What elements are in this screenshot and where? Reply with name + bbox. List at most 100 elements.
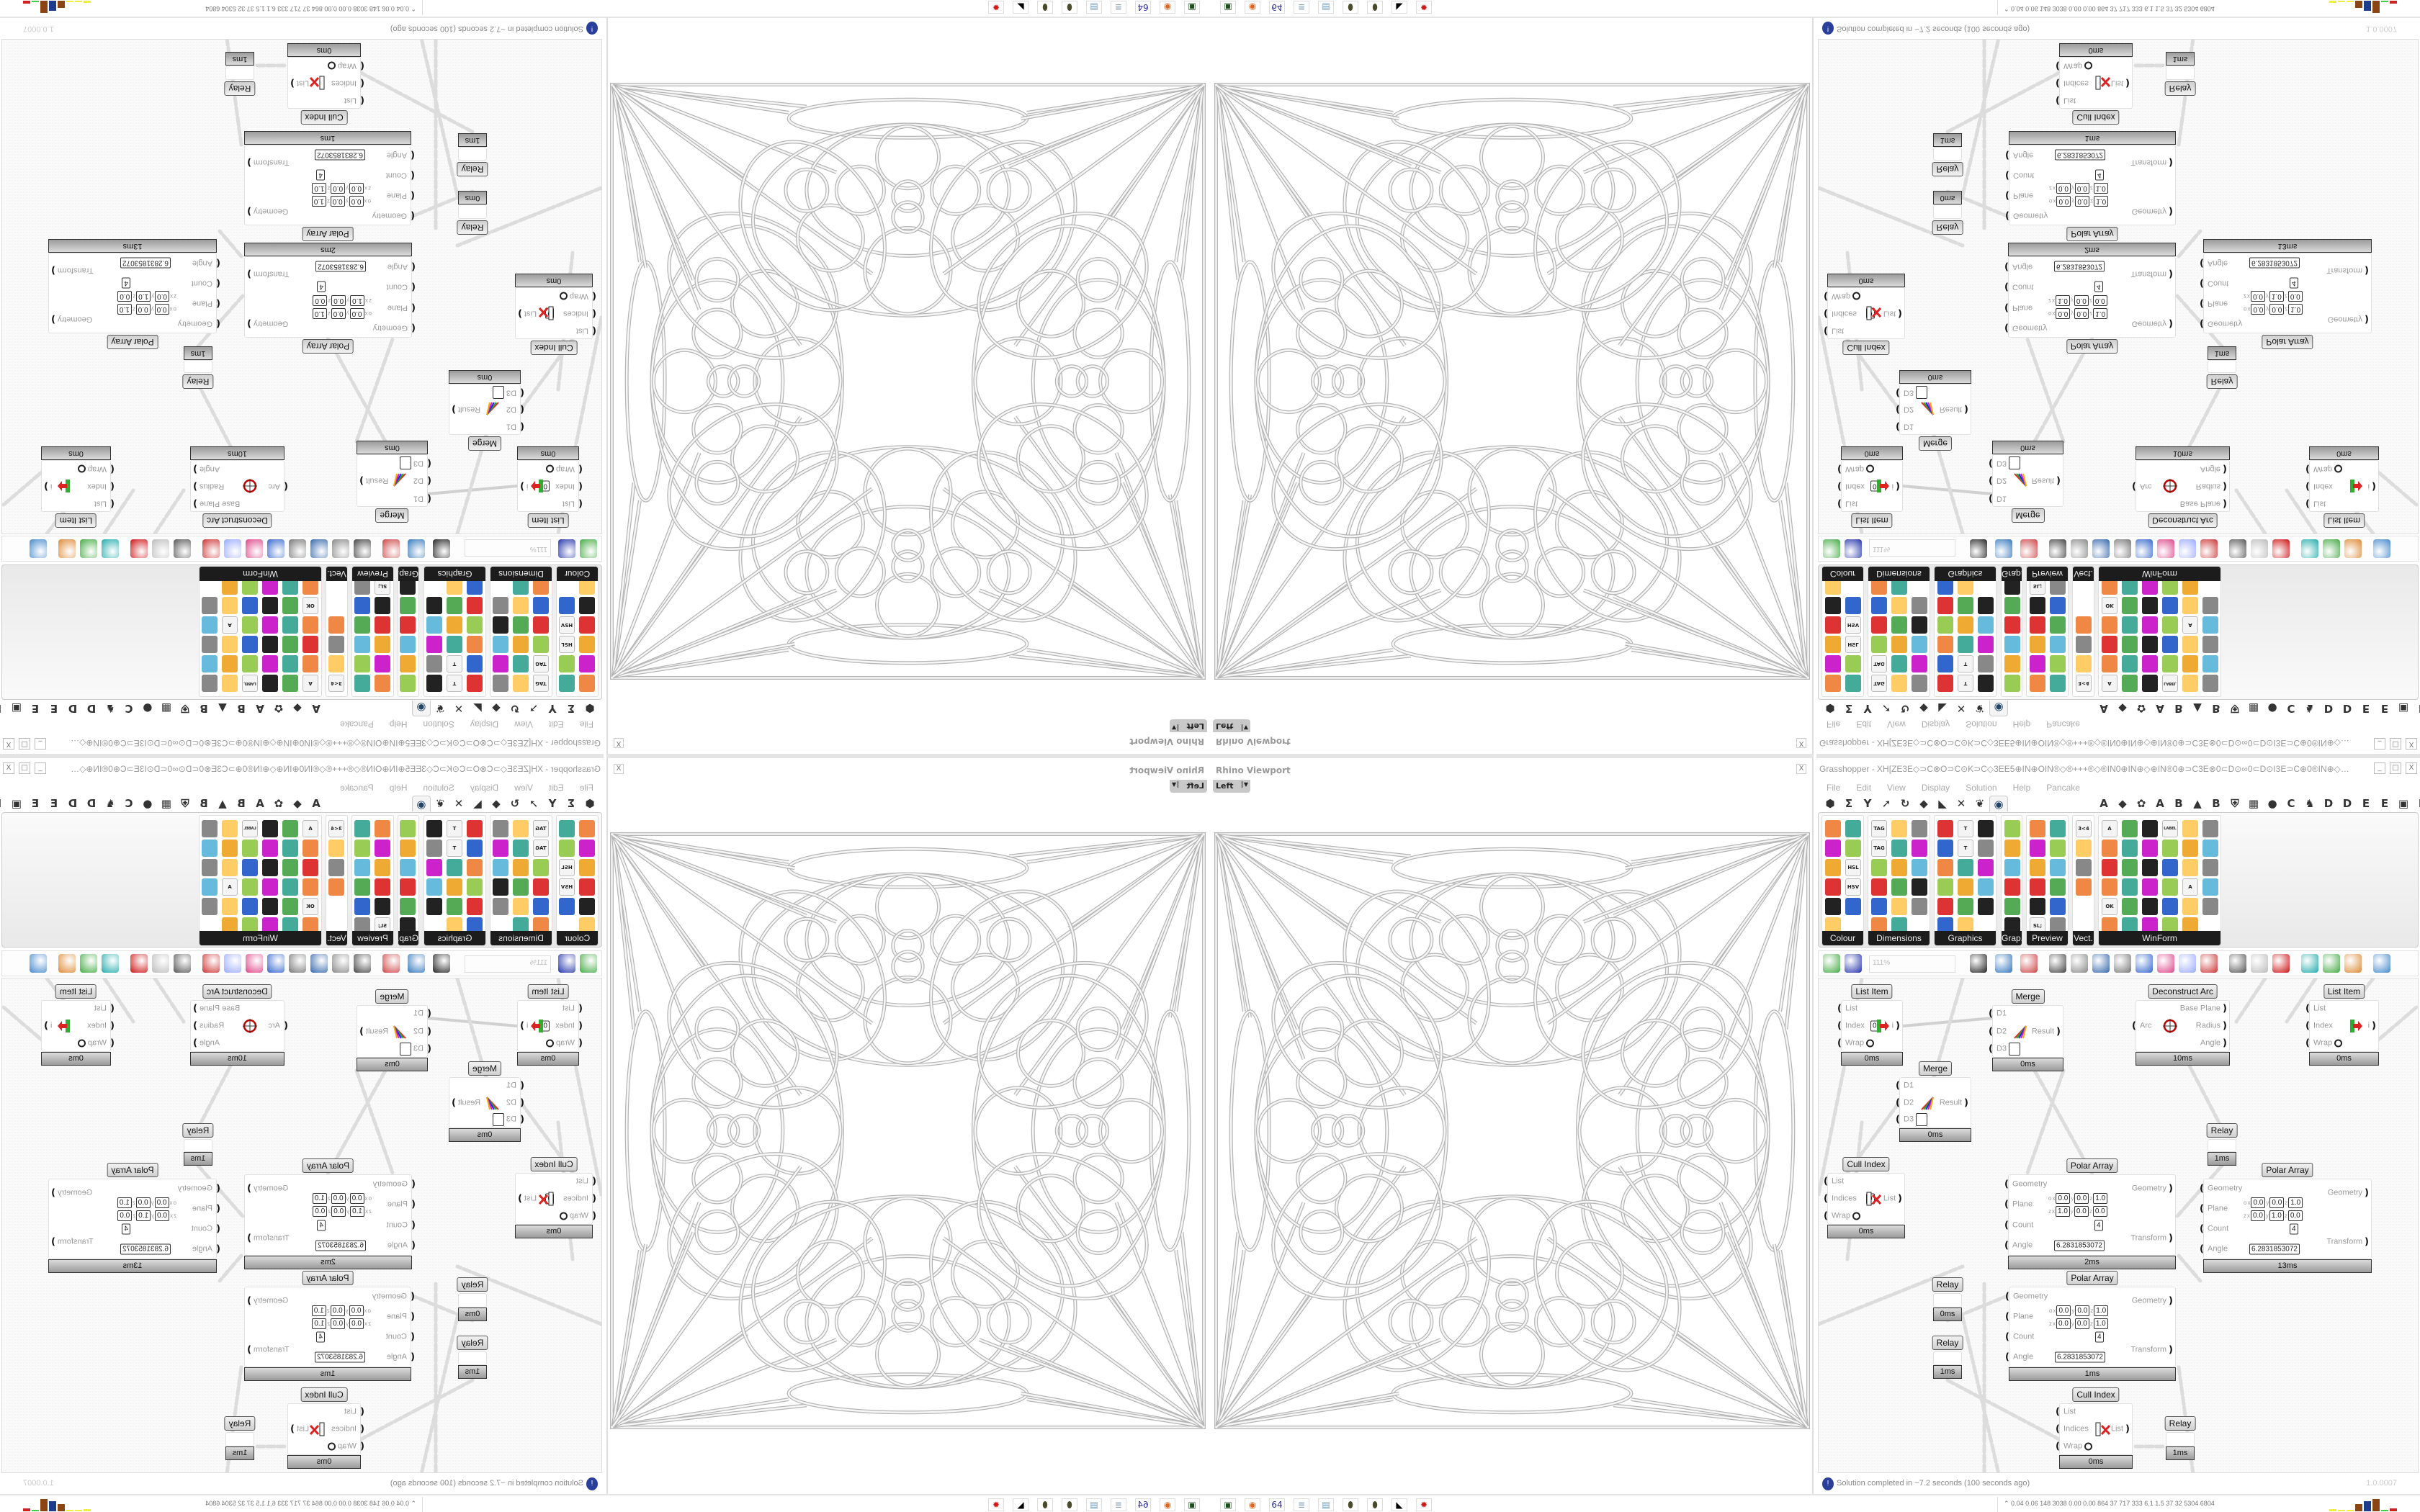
output-grip[interactable]: ) xyxy=(2223,480,2227,492)
input-grip[interactable]: ( xyxy=(592,307,596,319)
component-icon[interactable] xyxy=(2030,859,2045,876)
wire-icon[interactable] xyxy=(152,539,169,558)
output-param[interactable]: Result) xyxy=(359,475,388,486)
component-icon[interactable]: T xyxy=(1958,675,1973,692)
component-icon[interactable] xyxy=(282,859,298,876)
gem-app-icon[interactable]: ⬮ xyxy=(1062,1498,1077,1511)
component-icon[interactable] xyxy=(467,859,483,876)
plane-vector-z[interactable]: z x 0.0 y 1.0 z 0.0 xyxy=(117,1210,176,1221)
component-title[interactable]: Polar Array xyxy=(2066,1158,2118,1173)
param-value-field[interactable]: 4 xyxy=(2095,1331,2104,1343)
component-icon[interactable] xyxy=(559,898,575,915)
output-grip[interactable]: ) xyxy=(1896,480,1900,492)
component-icon[interactable] xyxy=(1978,840,1994,857)
scroll-app-icon[interactable]: ≣ xyxy=(1294,1,1309,14)
component-tab[interactable]: ▲ xyxy=(2193,797,2202,810)
component-tab[interactable]: D xyxy=(86,797,97,810)
component-tab[interactable]: ● xyxy=(2267,702,2277,715)
component-title[interactable]: Polar Array xyxy=(2066,1271,2118,1285)
component-icon[interactable] xyxy=(400,820,416,837)
output-param[interactable]: Transform) xyxy=(2326,1237,2369,1248)
minimize-button[interactable]: _ xyxy=(35,738,46,750)
component-icon[interactable] xyxy=(2004,636,2020,653)
terminal-app-icon[interactable]: ▣ xyxy=(1184,1498,1200,1511)
component-icon[interactable] xyxy=(1825,675,1841,692)
component-tab[interactable]: ❦ xyxy=(435,702,445,715)
component-tab[interactable]: Y xyxy=(548,797,557,810)
plane-coordinate-field[interactable]: 0.0 xyxy=(117,291,133,302)
input-grip[interactable]: ( xyxy=(1824,307,1828,319)
component-icon[interactable] xyxy=(1825,878,1841,896)
component-icon[interactable] xyxy=(328,878,344,896)
plane-vector-z[interactable]: z x 1.0 y 0.0 z 0.0 xyxy=(313,1206,372,1218)
empty-param-box[interactable] xyxy=(2009,1042,2020,1056)
floppy-64-app-icon[interactable]: 64 xyxy=(1135,1,1151,14)
component-icon[interactable] xyxy=(2122,616,2138,634)
component-icon[interactable] xyxy=(400,636,416,653)
gem-app-icon[interactable]: ⬮ xyxy=(1343,1,1358,14)
output-param[interactable]: Geometry) xyxy=(247,318,288,329)
plane-vector-o[interactable]: o x 0.0 y 0.0 z 1.0 xyxy=(117,1197,176,1208)
input-grip[interactable]: ( xyxy=(360,94,364,106)
component-icon[interactable] xyxy=(1871,636,1887,653)
output-param[interactable]: i) xyxy=(1892,481,1900,492)
output-param[interactable]: Geometry) xyxy=(247,1296,288,1307)
output-param[interactable]: i) xyxy=(520,481,528,492)
output-param[interactable]: Base Plane) xyxy=(2180,498,2227,509)
component-icon[interactable] xyxy=(1937,820,1953,837)
component-icon[interactable] xyxy=(2030,636,2045,653)
input-grip[interactable]: ( xyxy=(592,1193,596,1205)
zoom-extents-icon[interactable] xyxy=(1970,539,1987,558)
component-icon[interactable]: TAG xyxy=(533,675,549,692)
component-title[interactable]: Deconstruct Arc xyxy=(202,984,272,999)
close-button[interactable]: X xyxy=(3,762,14,774)
output-grip[interactable]: ) xyxy=(2372,1020,2376,1032)
component-icon[interactable] xyxy=(579,636,595,653)
component-tab[interactable]: ◆ xyxy=(293,702,302,715)
plane-coordinate-field[interactable]: 0.0 xyxy=(2056,183,2071,194)
menu-file[interactable]: File xyxy=(579,783,593,793)
component-icon[interactable] xyxy=(1912,655,1927,672)
zoom-field[interactable]: 111% xyxy=(1869,955,1955,973)
input-grip[interactable]: ( xyxy=(520,1097,524,1108)
component-icon[interactable] xyxy=(282,636,298,653)
menu-pancake[interactable]: Pancake xyxy=(340,783,374,793)
input-grip[interactable]: ( xyxy=(1837,498,1842,509)
component-tab[interactable]: C xyxy=(125,797,133,810)
input-grip[interactable]: ( xyxy=(1824,325,1828,336)
component-icon[interactable] xyxy=(2142,636,2158,653)
output-grip[interactable]: ) xyxy=(2125,1423,2130,1435)
component-tab[interactable]: E xyxy=(2362,702,2370,715)
component-icon[interactable] xyxy=(2004,616,2020,634)
component-body[interactable] xyxy=(184,360,212,373)
input-grip[interactable]: ( xyxy=(360,1441,364,1452)
wire-icon[interactable] xyxy=(2251,539,2268,558)
component-title[interactable]: List Item xyxy=(55,513,97,528)
plane-coordinate-field[interactable]: 0.0 xyxy=(2287,291,2303,302)
plane-coordinate-field[interactable]: 0.0 xyxy=(331,294,346,306)
component-icon[interactable]: HSV xyxy=(1845,616,1861,634)
input-grip[interactable]: ( xyxy=(520,404,524,415)
param-value-field[interactable]: 6.2831853072 xyxy=(2249,1243,2300,1255)
component-icon[interactable] xyxy=(533,878,549,896)
output-grip[interactable]: ) xyxy=(1964,1097,1968,1108)
component-tab[interactable]: B xyxy=(200,702,208,715)
component-tab[interactable]: ↻ xyxy=(1900,797,1910,810)
component-icon[interactable]: HSL xyxy=(559,636,575,653)
component-tab[interactable]: Y xyxy=(548,702,557,715)
wire-icon[interactable] xyxy=(152,954,169,973)
component-icon[interactable]: LABEL xyxy=(2162,675,2178,692)
param-value-field[interactable]: 6.2831853072 xyxy=(315,1351,365,1363)
plane-coordinate-field[interactable]: 1.0 xyxy=(2093,307,2108,319)
input-grip[interactable]: ( xyxy=(1896,1114,1900,1125)
component-title[interactable]: Cull Index xyxy=(1842,1157,1890,1171)
output-param[interactable]: Geometry) xyxy=(247,1184,288,1194)
component-icon[interactable] xyxy=(2142,597,2158,614)
plane-vector-z[interactable]: z x 1.0 y 0.0 z 0.0 xyxy=(2048,294,2107,306)
component-icon[interactable] xyxy=(2050,820,2066,837)
input-grip[interactable]: ( xyxy=(110,480,115,492)
bulb-icon[interactable] xyxy=(224,954,241,973)
component-icon[interactable] xyxy=(513,597,529,614)
input-grip[interactable]: ( xyxy=(2004,281,2009,292)
component-tab[interactable]: E xyxy=(50,797,58,810)
